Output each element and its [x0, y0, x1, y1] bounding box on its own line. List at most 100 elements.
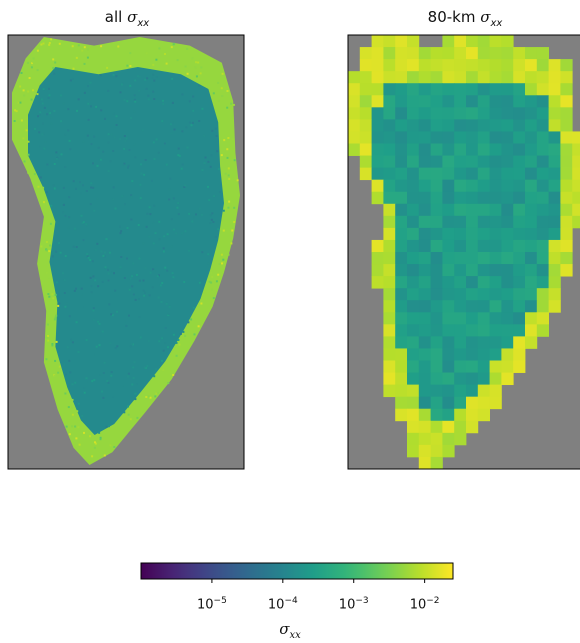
texture-speck: [75, 437, 78, 440]
texture-speck: [138, 89, 141, 92]
grid-cell: [477, 191, 490, 205]
grid-cell: [395, 396, 408, 410]
grid-cell: [442, 372, 455, 386]
texture-speck: [49, 112, 52, 115]
texture-speck: [173, 128, 176, 131]
texture-speck: [156, 392, 159, 394]
grid-cell: [383, 276, 396, 289]
grid-cell: [430, 203, 443, 217]
grid-cell: [525, 239, 538, 253]
texture-speck: [100, 250, 103, 253]
texture-speck: [65, 425, 68, 428]
texture-speck: [226, 90, 229, 92]
texture-speck: [55, 281, 58, 284]
grid-cell: [513, 191, 526, 205]
grid-cell: [383, 59, 396, 72]
texture-speck: [171, 77, 174, 80]
grid-cell: [489, 360, 502, 373]
texture-speck: [155, 138, 158, 141]
grid-cell: [383, 143, 396, 156]
texture-speck: [114, 289, 117, 292]
tick-exponent: −3: [355, 596, 369, 606]
grid-cell: [572, 191, 580, 205]
grid-cell: [489, 215, 502, 229]
grid-cell: [395, 179, 408, 193]
texture-speck: [145, 396, 148, 398]
texture-speck: [211, 276, 214, 278]
texture-speck: [62, 186, 65, 189]
grid-cell: [525, 215, 538, 229]
texture-speck: [217, 273, 220, 276]
texture-speck: [72, 180, 75, 183]
grid-cell: [501, 264, 514, 277]
left-title-subscript: xx: [137, 18, 150, 29]
grid-cell: [430, 59, 443, 72]
grid-cell: [359, 167, 372, 181]
grid-cell: [418, 191, 431, 205]
texture-speck: [230, 102, 233, 105]
grid-cell: [536, 203, 549, 217]
texture-speck: [175, 232, 178, 235]
grid-cell: [477, 227, 490, 241]
grid-cell: [371, 167, 384, 181]
texture-speck: [130, 343, 133, 345]
texture-speck: [221, 262, 223, 265]
texture-speck: [55, 250, 58, 253]
texture-speck: [105, 238, 108, 241]
texture-speck: [132, 343, 134, 346]
grid-cell: [383, 324, 396, 337]
grid-cell: [572, 215, 580, 229]
texture-speck: [107, 272, 110, 275]
texture-speck: [161, 359, 163, 362]
grid-cell: [418, 131, 431, 144]
texture-speck: [64, 166, 67, 168]
texture-speck: [107, 89, 110, 92]
grid-cell: [407, 324, 420, 337]
texture-speck: [148, 294, 151, 297]
texture-speck: [223, 139, 226, 142]
texture-speck: [117, 104, 120, 106]
texture-speck: [58, 365, 61, 368]
texture-speck: [87, 118, 90, 121]
texture-speck: [109, 444, 112, 447]
grid-cell: [418, 239, 431, 253]
texture-speck: [171, 101, 174, 104]
grid-cell: [371, 71, 384, 84]
left-ice-interior: [28, 67, 224, 435]
texture-speck: [45, 336, 48, 339]
texture-speck: [82, 306, 85, 308]
grid-cell: [525, 324, 538, 337]
grid-cell: [489, 288, 502, 301]
texture-speck: [125, 60, 128, 63]
grid-cell: [536, 179, 549, 193]
texture-speck: [53, 163, 56, 165]
grid-cell: [477, 47, 490, 60]
grid-cell: [513, 131, 526, 144]
texture-speck: [97, 146, 100, 149]
texture-speck: [82, 184, 84, 187]
texture-speck: [87, 256, 90, 259]
grid-cell: [572, 143, 580, 156]
grid-cell: [525, 227, 538, 241]
grid-cell: [430, 276, 443, 289]
texture-speck: [161, 282, 164, 284]
texture-speck: [98, 344, 101, 347]
texture-speck: [227, 137, 230, 139]
grid-cell: [430, 239, 443, 253]
grid-cell: [513, 95, 526, 108]
texture-speck: [64, 255, 67, 257]
texture-speck: [191, 121, 194, 124]
texture-speck: [233, 206, 236, 209]
grid-cell: [477, 35, 490, 48]
grid-cell: [430, 432, 443, 446]
grid-cell: [371, 95, 384, 108]
texture-speck: [23, 160, 26, 163]
texture-speck: [108, 251, 111, 254]
texture-speck: [124, 415, 127, 418]
texture-speck: [43, 147, 46, 150]
texture-speck: [188, 212, 191, 215]
grid-cell: [560, 191, 573, 205]
grid-cell: [489, 264, 502, 277]
grid-cell: [501, 143, 514, 156]
texture-speck: [130, 196, 133, 199]
